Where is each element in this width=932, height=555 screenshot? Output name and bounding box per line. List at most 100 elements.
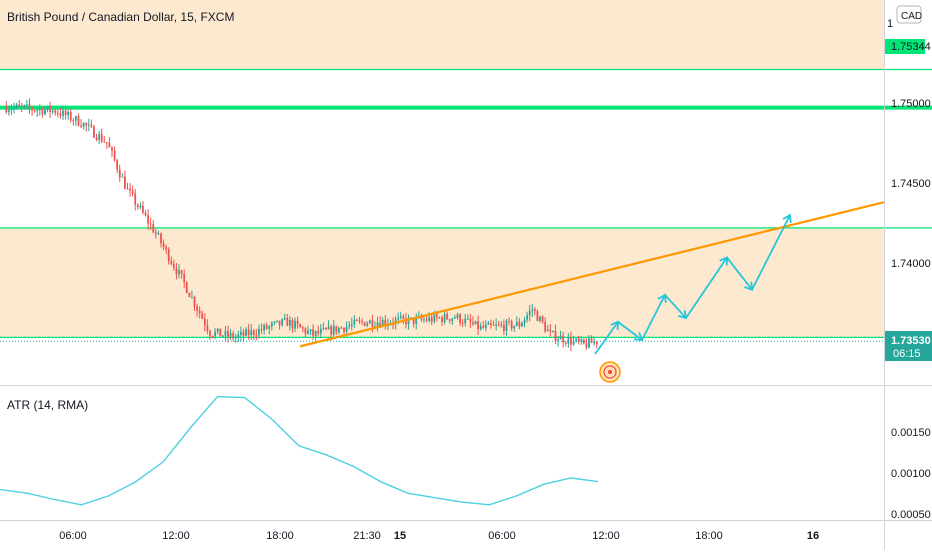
candle-body[interactable]	[178, 269, 180, 275]
candle-body[interactable]	[528, 310, 531, 316]
candle-body[interactable]	[170, 261, 173, 264]
candle-body[interactable]	[314, 331, 317, 336]
candle-body[interactable]	[67, 112, 70, 116]
candle-body[interactable]	[221, 335, 224, 337]
candle-body[interactable]	[276, 320, 278, 322]
candle-body[interactable]	[28, 104, 31, 109]
candle-body[interactable]	[214, 331, 217, 337]
candle-body[interactable]	[240, 331, 242, 335]
candle-body[interactable]	[224, 330, 227, 336]
candle-body[interactable]	[405, 318, 407, 325]
candle-body[interactable]	[116, 160, 119, 170]
candle-body[interactable]	[345, 326, 348, 332]
candle-body[interactable]	[95, 137, 98, 140]
candle-body[interactable]	[407, 317, 410, 325]
candle-body[interactable]	[588, 338, 590, 348]
candle-body[interactable]	[82, 123, 85, 127]
candle-body[interactable]	[44, 109, 46, 115]
candle-body[interactable]	[484, 324, 487, 328]
projection-segment[interactable]	[751, 214, 791, 291]
candle-body[interactable]	[464, 318, 467, 324]
candle-body[interactable]	[147, 215, 149, 224]
candle-body[interactable]	[564, 342, 567, 344]
candle-body[interactable]	[59, 113, 62, 116]
candle-body[interactable]	[74, 116, 77, 121]
candle-body[interactable]	[430, 317, 433, 322]
candle-body[interactable]	[567, 337, 570, 344]
candle-body[interactable]	[319, 329, 322, 334]
candle-body[interactable]	[227, 330, 229, 337]
candle-body[interactable]	[129, 188, 131, 191]
candle-body[interactable]	[93, 126, 95, 138]
candle-body[interactable]	[415, 317, 418, 324]
atr-line[interactable]	[0, 395, 599, 506]
candle-body[interactable]	[142, 205, 144, 213]
candle-body[interactable]	[172, 263, 175, 268]
candle-body[interactable]	[384, 319, 387, 325]
candle-body[interactable]	[438, 317, 441, 319]
candle-body[interactable]	[13, 107, 15, 110]
candle-body[interactable]	[474, 320, 477, 325]
candle-body[interactable]	[451, 318, 454, 321]
candle-body[interactable]	[80, 125, 82, 127]
candle-body[interactable]	[175, 267, 178, 275]
candle-body[interactable]	[531, 309, 534, 311]
candle-body[interactable]	[15, 104, 18, 108]
candle-body[interactable]	[237, 334, 240, 338]
candle-body[interactable]	[10, 109, 13, 111]
candle-body[interactable]	[312, 329, 315, 336]
candle-body[interactable]	[381, 319, 384, 327]
symbol-title[interactable]: British Pound / Canadian Dollar, 15, FXC…	[7, 10, 234, 24]
candle-body[interactable]	[252, 330, 255, 335]
candle-body[interactable]	[198, 310, 201, 314]
candle-body[interactable]	[332, 325, 335, 335]
candle-body[interactable]	[356, 319, 358, 321]
candle-body[interactable]	[245, 329, 247, 336]
candle-body[interactable]	[288, 319, 291, 326]
candle-body[interactable]	[229, 333, 232, 337]
candle-body[interactable]	[477, 320, 480, 330]
projection-segment[interactable]	[641, 294, 666, 341]
candle-body[interactable]	[304, 328, 307, 334]
candle-body[interactable]	[554, 330, 557, 342]
candle-body[interactable]	[546, 329, 549, 332]
candle-body[interactable]	[399, 316, 402, 318]
candle-body[interactable]	[508, 320, 510, 322]
candle-body[interactable]	[136, 204, 139, 208]
candle-body[interactable]	[433, 314, 436, 322]
candle-body[interactable]	[191, 296, 193, 298]
candle-body[interactable]	[394, 319, 397, 324]
candle-body[interactable]	[309, 329, 312, 331]
candle-body[interactable]	[469, 318, 472, 323]
atr-indicator-title[interactable]: ATR (14, RMA)	[7, 398, 88, 412]
candle-body[interactable]	[371, 320, 374, 327]
candle-body[interactable]	[317, 331, 320, 334]
candle-body[interactable]	[33, 110, 36, 112]
candle-body[interactable]	[180, 269, 183, 275]
candle-body[interactable]	[459, 314, 461, 323]
candle-body[interactable]	[461, 322, 464, 324]
candle-body[interactable]	[443, 313, 446, 322]
candle-body[interactable]	[131, 190, 134, 194]
candles-layer[interactable]	[5, 98, 598, 352]
candle-body[interactable]	[575, 338, 577, 341]
candle-body[interactable]	[541, 316, 544, 323]
candle-body[interactable]	[322, 328, 325, 330]
candle-body[interactable]	[281, 319, 284, 326]
candle-body[interactable]	[448, 319, 451, 321]
candle-body[interactable]	[353, 319, 356, 324]
candle-body[interactable]	[350, 323, 353, 326]
candle-body[interactable]	[572, 340, 575, 345]
candle-body[interactable]	[183, 274, 186, 283]
candle-body[interactable]	[361, 320, 363, 323]
candle-body[interactable]	[366, 323, 369, 326]
candle-body[interactable]	[69, 112, 72, 121]
candle-body[interactable]	[85, 123, 88, 126]
candle-body[interactable]	[325, 328, 327, 330]
candle-body[interactable]	[446, 313, 449, 320]
candle-body[interactable]	[18, 104, 21, 106]
candle-body[interactable]	[41, 108, 44, 115]
candle-body[interactable]	[118, 169, 121, 178]
candle-body[interactable]	[108, 143, 111, 148]
candle-body[interactable]	[570, 337, 572, 345]
